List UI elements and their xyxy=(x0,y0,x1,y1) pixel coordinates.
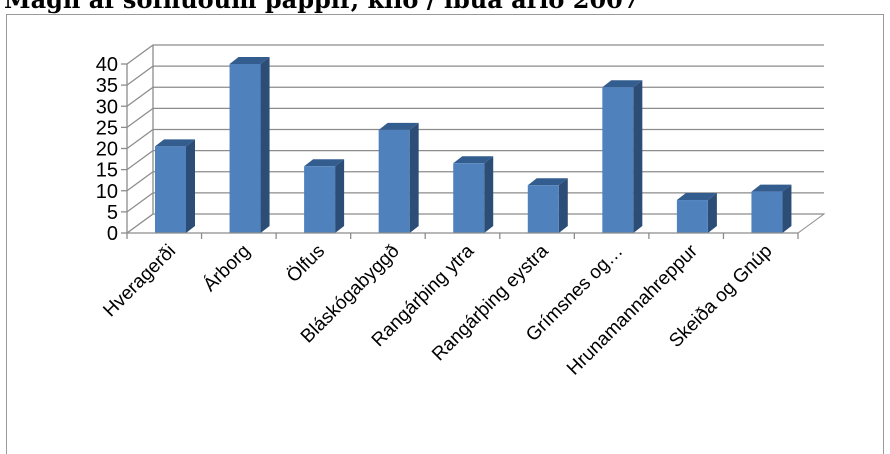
y-tick-label: 10 xyxy=(96,181,118,203)
bar xyxy=(304,159,345,233)
bar-top xyxy=(155,139,195,147)
y-tick-label: 40 xyxy=(96,54,118,76)
bar-side xyxy=(707,193,717,233)
y-tick-label: 30 xyxy=(96,96,118,118)
back-wall xyxy=(127,45,824,233)
bar xyxy=(751,184,792,233)
y-tick-label: 0 xyxy=(107,223,118,245)
bar-front xyxy=(751,191,783,233)
bar-side xyxy=(484,156,494,233)
y-tick-label: 35 xyxy=(96,75,118,97)
bar xyxy=(676,193,717,233)
bar-top xyxy=(304,159,345,167)
x-category-label: Hveragerði xyxy=(99,241,180,322)
bar-front xyxy=(676,200,708,233)
x-category-label: Hrunamannahreppur xyxy=(563,240,702,379)
bar-top xyxy=(676,193,717,201)
bar-top xyxy=(751,184,792,192)
bar-front xyxy=(453,163,485,233)
bar-top xyxy=(602,80,643,88)
bar-side xyxy=(260,57,270,233)
bar xyxy=(229,57,270,233)
bar-front xyxy=(304,166,336,233)
bar xyxy=(453,156,494,233)
bar-front xyxy=(229,64,261,233)
bar xyxy=(602,80,643,233)
bar-front xyxy=(602,87,634,233)
bar-side xyxy=(335,159,345,233)
bar-side xyxy=(633,80,643,233)
bar-front xyxy=(527,185,559,233)
bar-side xyxy=(782,184,792,233)
page-heading: Magn af söfnuðum pappír, kíló / íbúa ári… xyxy=(4,0,640,14)
x-category-label: Árborg xyxy=(199,241,254,296)
bar-side xyxy=(409,122,419,233)
bar-top xyxy=(229,57,270,64)
bar-top xyxy=(378,122,419,130)
y-tick-label: 20 xyxy=(96,139,118,161)
bar xyxy=(527,178,568,233)
x-category-label: Ölfus xyxy=(283,241,329,287)
bar xyxy=(378,122,419,233)
bar-front xyxy=(155,146,186,233)
bar-top xyxy=(453,156,494,164)
y-tick-label: 5 xyxy=(107,202,118,224)
x-axis: Hveragerði Árborg ÖlfusBláskógabyggðRangár… xyxy=(99,232,799,380)
bar xyxy=(155,139,195,233)
y-tick-label: 25 xyxy=(96,117,118,139)
y-tick-label: 15 xyxy=(96,160,118,182)
bar-top xyxy=(527,178,568,186)
chart-walls xyxy=(125,45,826,234)
bar-side xyxy=(558,178,568,233)
bar-front xyxy=(378,129,410,233)
bar-side xyxy=(186,139,195,233)
bars xyxy=(155,57,792,233)
